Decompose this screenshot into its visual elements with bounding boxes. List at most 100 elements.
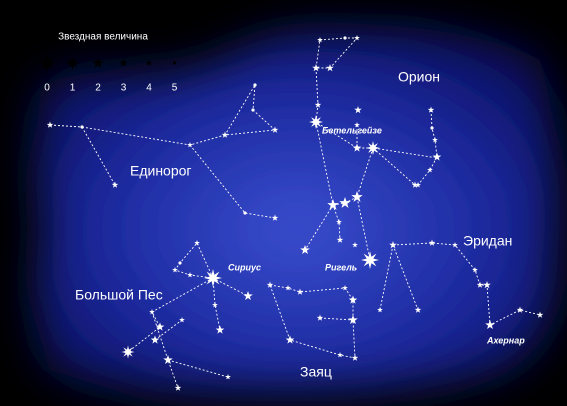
- star: [215, 325, 225, 334]
- legend: 0 1 2 3 4 5: [38, 54, 178, 94]
- legend-label: 2: [95, 83, 101, 94]
- star: [296, 288, 304, 295]
- constellation-line: [269, 284, 356, 359]
- star: [336, 219, 342, 225]
- constellation-line: [379, 244, 394, 311]
- star: [179, 317, 185, 323]
- star: [212, 302, 218, 308]
- star: [351, 354, 359, 361]
- constellation-line: [356, 147, 374, 261]
- star: [80, 125, 84, 129]
- star: [266, 281, 274, 288]
- star: [389, 241, 397, 249]
- constellation-line: [212, 277, 221, 331]
- star: [351, 191, 363, 202]
- star: [187, 272, 193, 278]
- label: Ахернар: [486, 335, 525, 345]
- star: [342, 285, 348, 291]
- star: [352, 242, 358, 248]
- star: [111, 181, 119, 188]
- star: [316, 314, 324, 321]
- star: [92, 57, 104, 68]
- star: [411, 181, 419, 188]
- star: [366, 141, 380, 155]
- star: [427, 167, 433, 173]
- star: [314, 101, 322, 108]
- star: [430, 126, 434, 130]
- star: [187, 142, 193, 148]
- star: [377, 307, 383, 313]
- label: Орион: [398, 69, 440, 85]
- star: [309, 115, 323, 129]
- label: Большой Пес: [75, 287, 163, 303]
- star: [432, 137, 438, 143]
- star: [145, 59, 153, 66]
- star: [194, 240, 200, 246]
- star: [38, 54, 56, 72]
- star: [155, 322, 165, 331]
- star: [46, 121, 54, 128]
- sky-glow: [36, 29, 558, 393]
- star: [336, 236, 344, 243]
- star: [225, 374, 231, 380]
- label: Сириус: [228, 262, 261, 272]
- star: [428, 239, 436, 246]
- stars: [46, 35, 544, 391]
- constellation-line: [319, 317, 354, 321]
- star: [476, 281, 484, 288]
- star: [174, 384, 182, 391]
- star: [536, 311, 544, 318]
- star: [150, 335, 160, 344]
- star: [149, 309, 155, 315]
- legend-title: Звездная величина: [58, 32, 148, 43]
- legend-label: 0: [44, 83, 50, 94]
- star: [172, 61, 177, 65]
- legend-label: 1: [70, 83, 76, 94]
- legend-label: 5: [172, 83, 178, 94]
- label: Эридан: [463, 233, 512, 249]
- constellation-line: [154, 319, 183, 341]
- star: [253, 83, 257, 87]
- star: [354, 106, 362, 114]
- star: [361, 251, 379, 269]
- star: [432, 152, 442, 161]
- star: [271, 214, 279, 221]
- star: [354, 122, 360, 128]
- star: [178, 261, 182, 265]
- star: [427, 106, 435, 113]
- star: [204, 269, 222, 287]
- constellation-line: [151, 311, 179, 389]
- star: [121, 345, 135, 359]
- constellation-line: [315, 121, 341, 241]
- star: [485, 320, 495, 329]
- label: Бетельгейзе: [322, 125, 382, 135]
- star: [163, 355, 173, 364]
- star: [483, 281, 491, 289]
- star: [326, 64, 334, 72]
- constellation-line: [315, 37, 359, 69]
- legend-label: 4: [146, 83, 152, 94]
- star: [472, 267, 478, 273]
- star: [312, 64, 320, 72]
- label: Заяц: [300, 364, 332, 380]
- star: [317, 37, 323, 43]
- star: [348, 295, 358, 304]
- star: [352, 143, 362, 152]
- constellation-line: [304, 204, 334, 251]
- star: [339, 197, 351, 208]
- star: [516, 306, 524, 313]
- constellation-line: [417, 109, 438, 186]
- star: [300, 245, 310, 254]
- label: Единорог: [130, 163, 192, 179]
- star: [243, 291, 253, 300]
- star: [65, 56, 80, 70]
- star: [271, 126, 279, 133]
- star: [172, 267, 178, 273]
- star: [221, 131, 229, 138]
- star: [348, 315, 358, 324]
- star: [327, 199, 339, 210]
- star: [414, 306, 422, 313]
- star: [452, 242, 458, 248]
- star: [285, 335, 295, 344]
